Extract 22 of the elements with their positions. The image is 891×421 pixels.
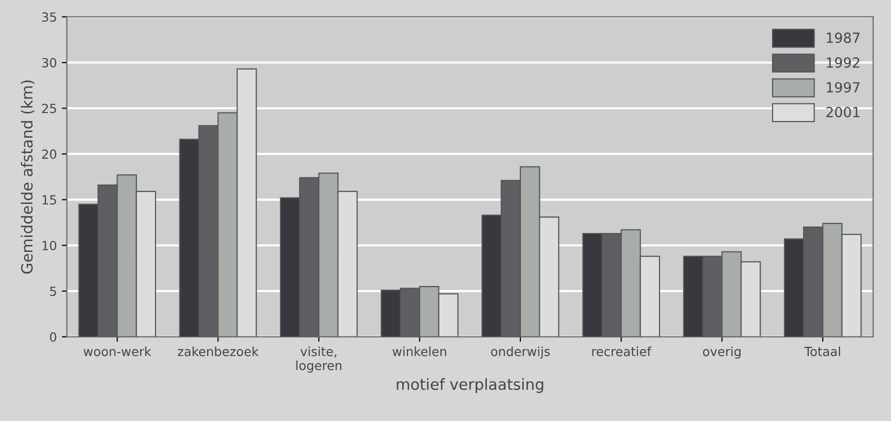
- y-axis-title: Gemiddelde afstand (km): [20, 80, 34, 274]
- x-axis-title: motief verplaatsing: [396, 378, 544, 393]
- x-tick-label: recreatief: [592, 346, 652, 356]
- y-tick-label: 15: [42, 195, 56, 205]
- y-tick-label: 25: [42, 104, 56, 114]
- y-tick-label: 30: [42, 58, 56, 68]
- y-tick-label: 20: [42, 149, 56, 159]
- legend-label: 1997: [826, 82, 860, 93]
- x-tick-label: Totaal: [804, 346, 840, 356]
- legend-label: 1987: [826, 32, 860, 44]
- x-tick-label: winkelen: [392, 346, 446, 356]
- legend-label: 2001: [826, 106, 860, 118]
- x-tick-label: woon-werk: [84, 346, 152, 356]
- y-tick-label: 5: [50, 286, 56, 296]
- x-tick-label: overig: [703, 346, 740, 359]
- x-tick-label: zakenbezoek: [178, 346, 259, 356]
- legend-label: 1992: [826, 57, 860, 68]
- y-tick-label: 10: [42, 240, 56, 250]
- y-tick-label: 35: [42, 12, 56, 22]
- x-tick-label: onderwijs: [491, 346, 550, 359]
- x-tick-label: visite, logeren: [296, 346, 342, 373]
- y-tick-label: 0: [50, 332, 56, 342]
